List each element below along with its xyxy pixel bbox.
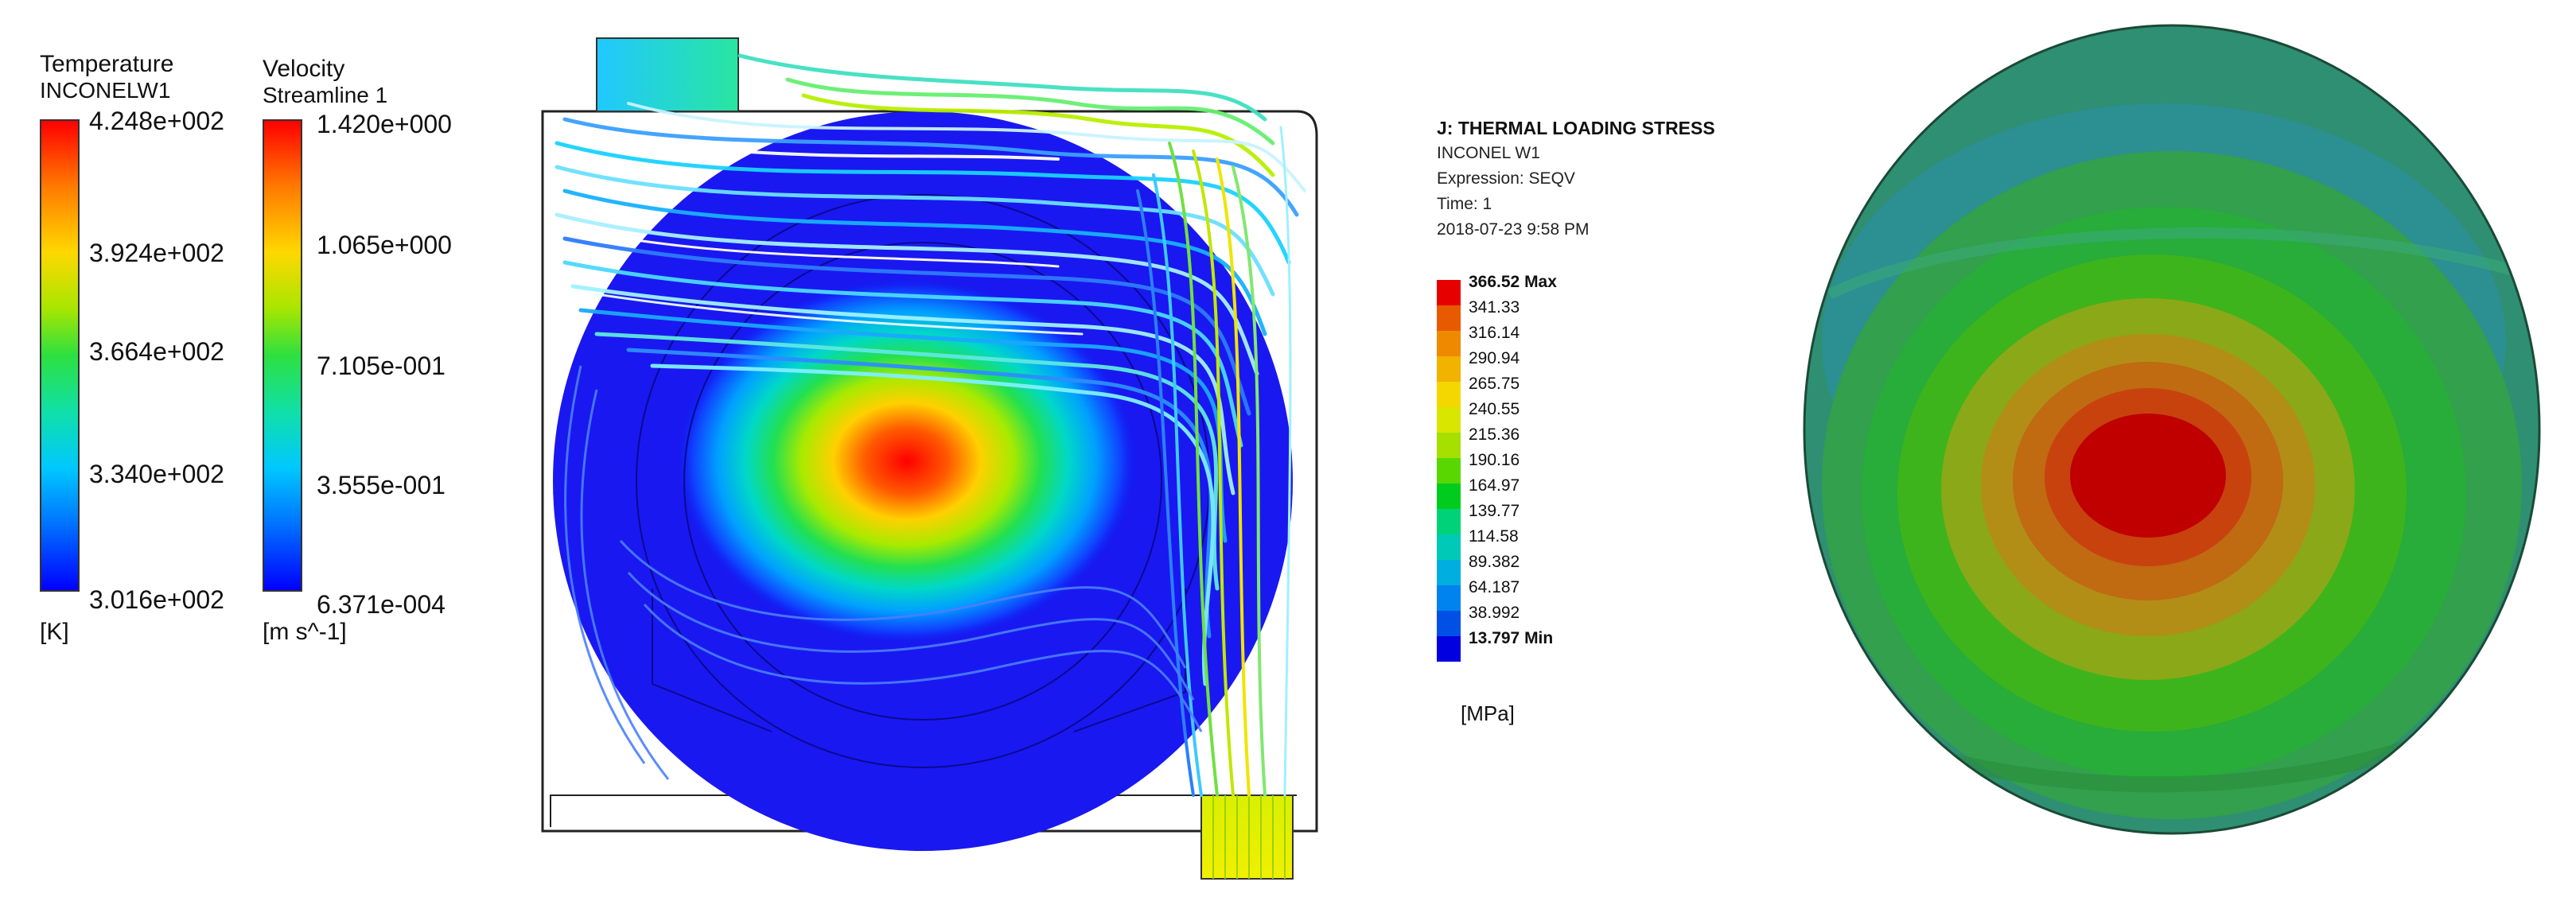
stress-level-label: 240.55 (1469, 400, 1520, 418)
temperature-legend-subtitle: INCONELW1 (40, 78, 171, 103)
stress-level-label: 139.77 (1469, 502, 1520, 520)
stress-level-swatch (1437, 636, 1461, 662)
stress-level-swatch (1437, 458, 1461, 484)
stress-legend-expression: Expression: SEQV (1437, 169, 1575, 188)
temperature-tick: 4.248e+002 (89, 107, 224, 135)
stress-legend-title: J: THERMAL LOADING STRESS (1437, 118, 1715, 138)
stress-level-swatch (1437, 356, 1461, 382)
velocity-color-bar (263, 119, 302, 592)
stress-level-label: 13.797 Min (1469, 629, 1554, 647)
temperature-unit: [K] (40, 619, 69, 645)
stress-level-swatch (1437, 611, 1461, 636)
stress-level-label: 366.52 Max (1469, 273, 1557, 291)
temperature-tick: 3.340e+002 (89, 460, 224, 488)
temperature-tick: 3.924e+002 (89, 239, 224, 267)
stress-legend-date: 2018-07-23 9:58 PM (1437, 220, 1590, 239)
stress-level-label: 164.97 (1469, 476, 1520, 495)
stress-contour-render (1803, 24, 2541, 835)
temperature-color-bar (40, 119, 80, 592)
stress-level-swatch (1437, 560, 1461, 585)
stress-level-swatch (1437, 382, 1461, 407)
stress-level-label: 89.382 (1469, 553, 1520, 571)
stress-level-label: 114.58 (1469, 527, 1519, 546)
velocity-tick: 7.105e-001 (317, 352, 446, 380)
stress-level-swatch (1437, 484, 1461, 509)
stress-unit: [MPa] (1461, 701, 1515, 725)
stress-level-label: 64.187 (1469, 578, 1520, 596)
stress-level-swatch (1437, 407, 1461, 433)
velocity-unit: [m s^-1] (263, 619, 347, 645)
temperature-tick: 3.016e+002 (89, 585, 224, 614)
stress-level-swatch (1437, 433, 1461, 458)
velocity-tick: 1.065e+000 (317, 231, 452, 259)
velocity-legend-subtitle: Streamline 1 (263, 83, 388, 107)
stress-level-swatch (1437, 305, 1461, 331)
stress-level-label: 341.33 (1469, 298, 1520, 317)
stress-level-label: 38.992 (1469, 604, 1520, 622)
stress-level-swatch (1437, 509, 1461, 534)
stress-level-swatch (1437, 280, 1461, 305)
stress-level-swatch (1437, 585, 1461, 611)
stress-legend-material: INCONEL W1 (1437, 144, 1540, 162)
temperature-legend-title: Temperature (40, 51, 174, 77)
stress-level-label: 190.16 (1469, 451, 1520, 469)
stress-legend-time: Time: 1 (1437, 195, 1492, 213)
stress-level-label: 316.14 (1469, 324, 1520, 342)
stress-level-label: 290.94 (1469, 349, 1520, 367)
velocity-tick: 6.371e-004 (317, 590, 446, 619)
velocity-legend-title: Velocity (263, 56, 345, 82)
stress-level-swatch (1437, 534, 1461, 560)
stress-level-label: 265.75 (1469, 375, 1520, 393)
stress-level-label: 215.36 (1469, 425, 1520, 444)
velocity-tick: 3.555e-001 (317, 471, 446, 499)
velocity-tick: 1.420e+000 (317, 110, 452, 138)
stress-level-swatch (1437, 331, 1461, 356)
temperature-tick: 3.664e+002 (89, 337, 224, 366)
cfd-streamline-render (541, 37, 1318, 880)
